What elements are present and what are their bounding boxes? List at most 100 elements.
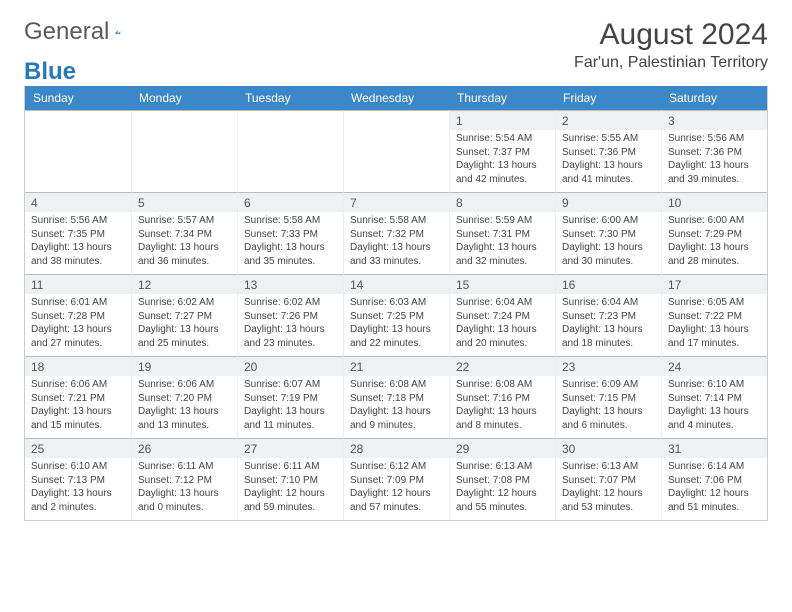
calendar-page: General August 2024 Far'un, Palestinian …	[0, 0, 792, 539]
line-label: Sunrise:	[668, 461, 705, 472]
line-label: Daylight:	[456, 324, 495, 335]
line-value: 7:35 PM	[68, 229, 105, 240]
line-value: 7:36 PM	[599, 147, 636, 158]
day-content-cell: Sunrise: 6:11 AMSunset: 7:10 PMDaylight:…	[237, 458, 343, 520]
line-value: 7:15 PM	[599, 393, 636, 404]
line-label: Sunrise:	[456, 461, 493, 472]
day-content-cell: Sunrise: 6:04 AMSunset: 7:24 PMDaylight:…	[449, 294, 555, 356]
line-label: Sunset:	[668, 475, 702, 486]
day-line: Sunset: 7:20 PM	[138, 392, 231, 406]
line-value: 6:09 AM	[601, 379, 638, 390]
day-line: Daylight: 13 hours and 23 minutes.	[244, 323, 337, 350]
week-daynum-row: 18192021222324	[25, 356, 767, 376]
day-content-cell: Sunrise: 6:14 AMSunset: 7:06 PMDaylight:…	[661, 458, 767, 520]
day-line: Sunrise: 6:02 AM	[244, 296, 337, 310]
day-line: Daylight: 13 hours and 6 minutes.	[562, 405, 655, 432]
day-line: Sunset: 7:33 PM	[244, 228, 337, 242]
day-line: Sunset: 7:14 PM	[668, 392, 761, 406]
line-label: Sunset:	[456, 393, 490, 404]
day-line: Sunset: 7:25 PM	[350, 310, 443, 324]
day-number-cell: 4	[25, 192, 131, 212]
line-value: 7:14 PM	[705, 393, 742, 404]
day-content-cell: Sunrise: 5:58 AMSunset: 7:32 PMDaylight:…	[343, 212, 449, 274]
line-label: Daylight:	[244, 406, 283, 417]
calendar-grid: SundayMondayTuesdayWednesdayThursdayFrid…	[24, 86, 768, 521]
day-line: Daylight: 12 hours and 51 minutes.	[668, 487, 761, 514]
line-value: 6:10 AM	[70, 461, 107, 472]
line-label: Sunrise:	[668, 215, 705, 226]
day-line: Sunset: 7:13 PM	[31, 474, 125, 488]
day-line: Daylight: 13 hours and 15 minutes.	[31, 405, 125, 432]
day-content-cell: Sunrise: 6:13 AMSunset: 7:07 PMDaylight:…	[555, 458, 661, 520]
line-label: Sunrise:	[138, 215, 175, 226]
day-line: Sunset: 7:29 PM	[668, 228, 761, 242]
line-label: Daylight:	[31, 324, 70, 335]
day-line: Daylight: 13 hours and 22 minutes.	[350, 323, 443, 350]
day-number-cell: 9	[555, 192, 661, 212]
week-daynum-row: 45678910	[25, 192, 767, 212]
day-line: Sunrise: 6:00 AM	[668, 214, 761, 228]
day-line: Sunrise: 5:58 AM	[350, 214, 443, 228]
dow-header-row: SundayMondayTuesdayWednesdayThursdayFrid…	[25, 86, 767, 110]
day-line: Daylight: 13 hours and 2 minutes.	[31, 487, 125, 514]
day-number-cell: 24	[661, 356, 767, 376]
day-number-cell: 23	[555, 356, 661, 376]
line-label: Sunrise:	[456, 379, 493, 390]
dow-header-cell: Friday	[555, 86, 661, 110]
day-content-cell: Sunrise: 6:04 AMSunset: 7:23 PMDaylight:…	[555, 294, 661, 356]
day-line: Daylight: 13 hours and 17 minutes.	[668, 323, 761, 350]
day-number-cell: 17	[661, 274, 767, 294]
line-label: Sunrise:	[138, 379, 175, 390]
week-daynum-row: 11121314151617	[25, 274, 767, 294]
day-line: Sunset: 7:27 PM	[138, 310, 231, 324]
day-number-cell	[131, 110, 237, 130]
line-value: 7:07 PM	[599, 475, 636, 486]
line-label: Sunset:	[31, 393, 65, 404]
week-content-row: Sunrise: 5:54 AMSunset: 7:37 PMDaylight:…	[25, 130, 767, 192]
day-line: Sunset: 7:23 PM	[562, 310, 655, 324]
day-content-cell	[25, 130, 131, 192]
day-number-cell: 13	[237, 274, 343, 294]
line-label: Sunset:	[668, 229, 702, 240]
line-label: Sunrise:	[244, 297, 281, 308]
day-number-cell: 28	[343, 438, 449, 458]
day-number-cell	[343, 110, 449, 130]
line-label: Sunrise:	[31, 297, 68, 308]
day-line: Sunset: 7:30 PM	[562, 228, 655, 242]
line-value: 7:16 PM	[493, 393, 530, 404]
week-content-row: Sunrise: 6:01 AMSunset: 7:28 PMDaylight:…	[25, 294, 767, 356]
day-content-cell: Sunrise: 6:10 AMSunset: 7:13 PMDaylight:…	[25, 458, 131, 520]
day-number-cell: 8	[449, 192, 555, 212]
line-value: 6:06 AM	[70, 379, 107, 390]
day-number-cell: 19	[131, 356, 237, 376]
day-line: Sunrise: 6:03 AM	[350, 296, 443, 310]
line-value: 6:02 AM	[283, 297, 320, 308]
day-number-cell: 10	[661, 192, 767, 212]
line-value: 6:08 AM	[389, 379, 426, 390]
location-label: Far'un, Palestinian Territory	[574, 54, 768, 72]
week-content-row: Sunrise: 6:06 AMSunset: 7:21 PMDaylight:…	[25, 376, 767, 438]
day-line: Sunrise: 6:14 AM	[668, 460, 761, 474]
day-content-cell: Sunrise: 6:05 AMSunset: 7:22 PMDaylight:…	[661, 294, 767, 356]
line-label: Sunrise:	[350, 379, 387, 390]
day-line: Sunrise: 5:55 AM	[562, 132, 655, 146]
day-line: Sunrise: 6:07 AM	[244, 378, 337, 392]
line-label: Sunset:	[668, 393, 702, 404]
line-label: Daylight:	[350, 242, 389, 253]
day-line: Daylight: 12 hours and 57 minutes.	[350, 487, 443, 514]
day-line: Daylight: 13 hours and 35 minutes.	[244, 241, 337, 268]
line-value: 6:11 AM	[283, 461, 319, 472]
day-line: Daylight: 13 hours and 27 minutes.	[31, 323, 125, 350]
day-content-cell: Sunrise: 5:58 AMSunset: 7:33 PMDaylight:…	[237, 212, 343, 274]
day-content-cell: Sunrise: 6:08 AMSunset: 7:16 PMDaylight:…	[449, 376, 555, 438]
line-label: Sunrise:	[31, 215, 68, 226]
line-value: 7:10 PM	[281, 475, 318, 486]
line-value: 7:18 PM	[387, 393, 424, 404]
dow-header-cell: Thursday	[449, 86, 555, 110]
line-label: Sunset:	[350, 393, 384, 404]
line-value: 7:24 PM	[493, 311, 530, 322]
line-label: Sunset:	[244, 229, 278, 240]
day-line: Daylight: 13 hours and 28 minutes.	[668, 241, 761, 268]
line-label: Sunrise:	[562, 461, 599, 472]
week-content-row: Sunrise: 6:10 AMSunset: 7:13 PMDaylight:…	[25, 458, 767, 520]
